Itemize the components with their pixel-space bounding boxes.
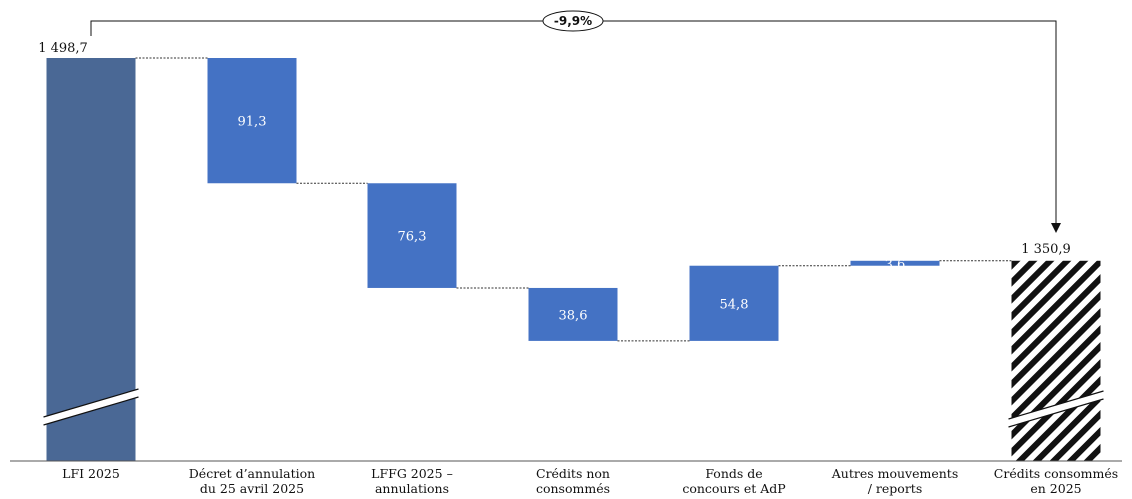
category-label-4-line-1: Crédits non [536,466,610,481]
bar-step-5 [850,260,940,266]
category-label-3-line-2: annulations [375,481,449,496]
category-label-6-line-2: / reports [868,481,923,496]
category-label-6-line-1: Autres mouvements [831,466,959,481]
bar-step-2 [367,183,457,288]
variation-badge [542,10,604,32]
value-label-step-4: 54,8 [720,297,749,312]
bar-step-4 [689,265,779,341]
value-label-step-3: 38,6 [559,308,588,323]
value-label-step-2: 76,3 [398,230,427,245]
category-label-2-line-1: Décret d’annulation [189,466,315,481]
category-label-7-line-2: en 2025 [1030,481,1081,496]
bar-credits-consommes [1011,260,1101,461]
value-label-step-5: 3,6 [885,257,906,272]
value-label-step-1: 91,3 [238,115,267,130]
category-label-5-line-2: concours et AdP [682,481,785,496]
category-label-4-line-2: consommés [536,481,610,496]
category-label-2-line-2: du 25 avril 2025 [200,481,304,496]
variation-arrowhead [1051,223,1061,233]
bar-step-1 [207,58,297,184]
category-label-3-line-1: LFFG 2025 – [371,466,453,481]
category-label-7-line-1: Crédits consommés [994,466,1118,481]
variation-label: -9,9% [554,14,592,28]
variation-bracket: -9,9% [90,10,1061,233]
category-label-5-line-1: Fonds de [705,466,762,481]
category-label-1-line-1: LFI 2025 [62,466,120,481]
axis-break-end [1008,390,1104,428]
value-label-credits-consommes: 1 350,9 [1021,242,1071,257]
bar-step-3 [528,287,618,341]
axis-break-start [43,388,139,426]
value-label-lfi-2025: 1 498,7 [38,41,88,56]
